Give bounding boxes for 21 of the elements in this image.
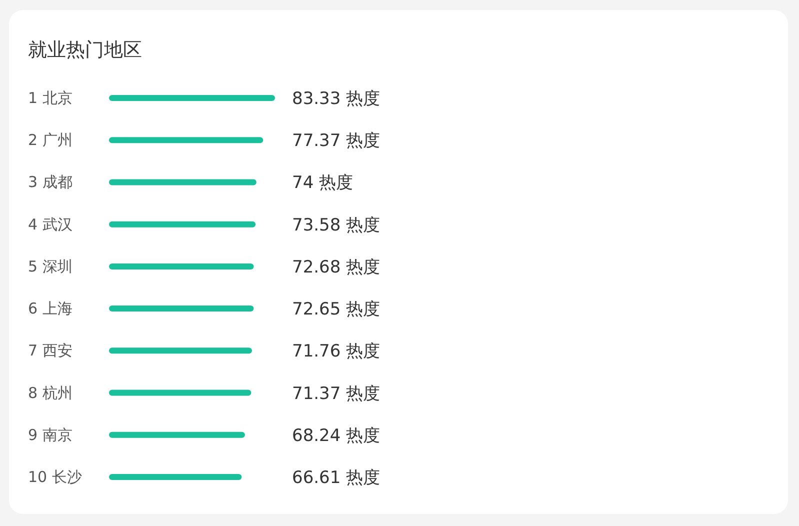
value-label: 74 热度 <box>292 173 354 194</box>
category: 10 长沙 <box>28 468 82 486</box>
value-label: 72.65 热度 <box>292 300 380 320</box>
category: 2 广州 <box>28 131 72 150</box>
value-label: 71.37 热度 <box>292 384 380 404</box>
title: 就业热门地区 <box>28 39 142 61</box>
value-label: 73.58 热度 <box>292 215 380 236</box>
category: 1 北京 <box>28 89 72 107</box>
category: 4 武汉 <box>28 215 72 234</box>
category: 6 上海 <box>28 300 72 318</box>
value-label: 66.61 热度 <box>292 468 380 488</box>
category: 7 西安 <box>28 342 72 360</box>
category: 9 南京 <box>28 426 72 444</box>
category: 5 深圳 <box>28 257 72 276</box>
value-label: 71.76 热度 <box>292 342 380 362</box>
value-label: 68.24 热度 <box>292 426 380 446</box>
category: 3 成都 <box>28 173 72 192</box>
value-label: 83.33 热度 <box>292 89 380 109</box>
value-label: 72.68 热度 <box>292 257 380 278</box>
value-label: 77.37 热度 <box>292 131 380 152</box>
category: 8 杭州 <box>28 384 72 402</box>
